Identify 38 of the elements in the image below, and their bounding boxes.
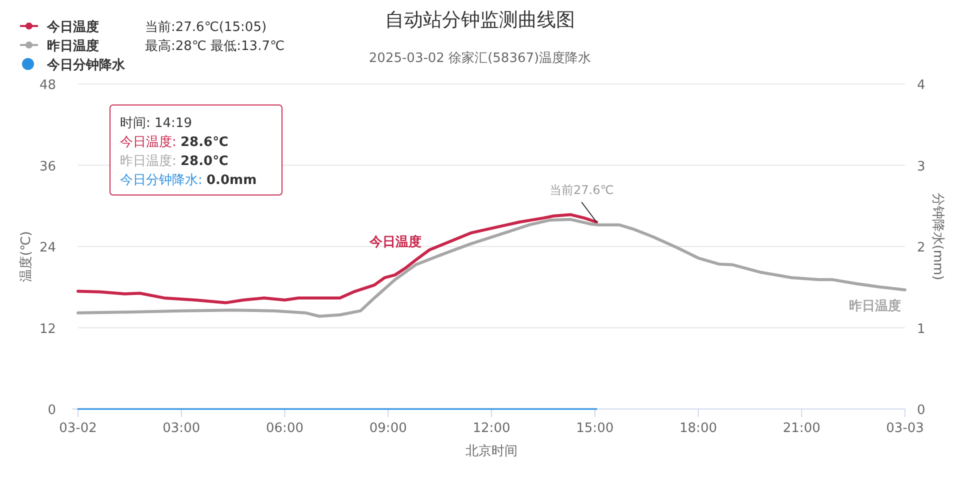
chart-title: 自动站分钟监测曲线图 [385,9,575,31]
legend-label: 昨日温度 [47,38,99,54]
legend-label: 今日分钟降水 [46,58,126,73]
y-tick-label: 24 [39,240,56,256]
text: 最高:28℃ 最低:13.7℃ [145,38,285,54]
x-tick-label: 15:00 [576,421,614,436]
y-tick-label: 36 [39,159,56,174]
chart-subtitle: 2025-03-02 徐家汇(58367)温度降水 [368,50,592,66]
text: 当前:27.6℃(15:05) [145,20,267,35]
y-tick-label: 0 [48,403,56,418]
x-tick-label: 18:00 [680,421,717,436]
annotation: 昨日温度: 28.0℃ [120,153,228,169]
annotation: 今日温度: 28.6℃ [120,134,228,150]
y-tick-label: 48 [39,78,56,93]
line-series [76,218,906,318]
y2-tick-label: 1 [917,322,926,337]
y2-tick-label: 4 [917,78,926,93]
annotation: 今日分钟降水: 0.0mm [120,173,257,188]
y2-axis-title: 分钟降水(mm) [930,192,945,280]
text: 今日温度 [369,234,422,250]
x-tick-label: 06:00 [266,421,304,436]
y-tick-label: 12 [39,322,56,337]
x-axis-title: 北京时间 [466,444,518,459]
annotation: 时间: 14:19 [120,116,192,131]
annotation: 当前27.6℃ [549,183,614,198]
x-tick-label: 12:00 [472,421,510,436]
text: 昨日温度 [849,298,901,314]
x-tick-label: 03:00 [162,421,200,436]
x-tick-label: 09:00 [369,421,407,436]
legend-label: 今日温度 [46,19,99,35]
y2-tick-label: 2 [917,240,926,256]
x-tick-label: 03-03 [886,421,924,436]
y2-tick-label: 0 [917,403,926,418]
x-tick-label: 03-02 [59,421,97,436]
y2-tick-label: 3 [917,159,926,174]
y-axis-title: 温度(℃) [18,231,34,282]
x-tick-label: 21:00 [782,421,820,436]
line-series [76,213,598,304]
